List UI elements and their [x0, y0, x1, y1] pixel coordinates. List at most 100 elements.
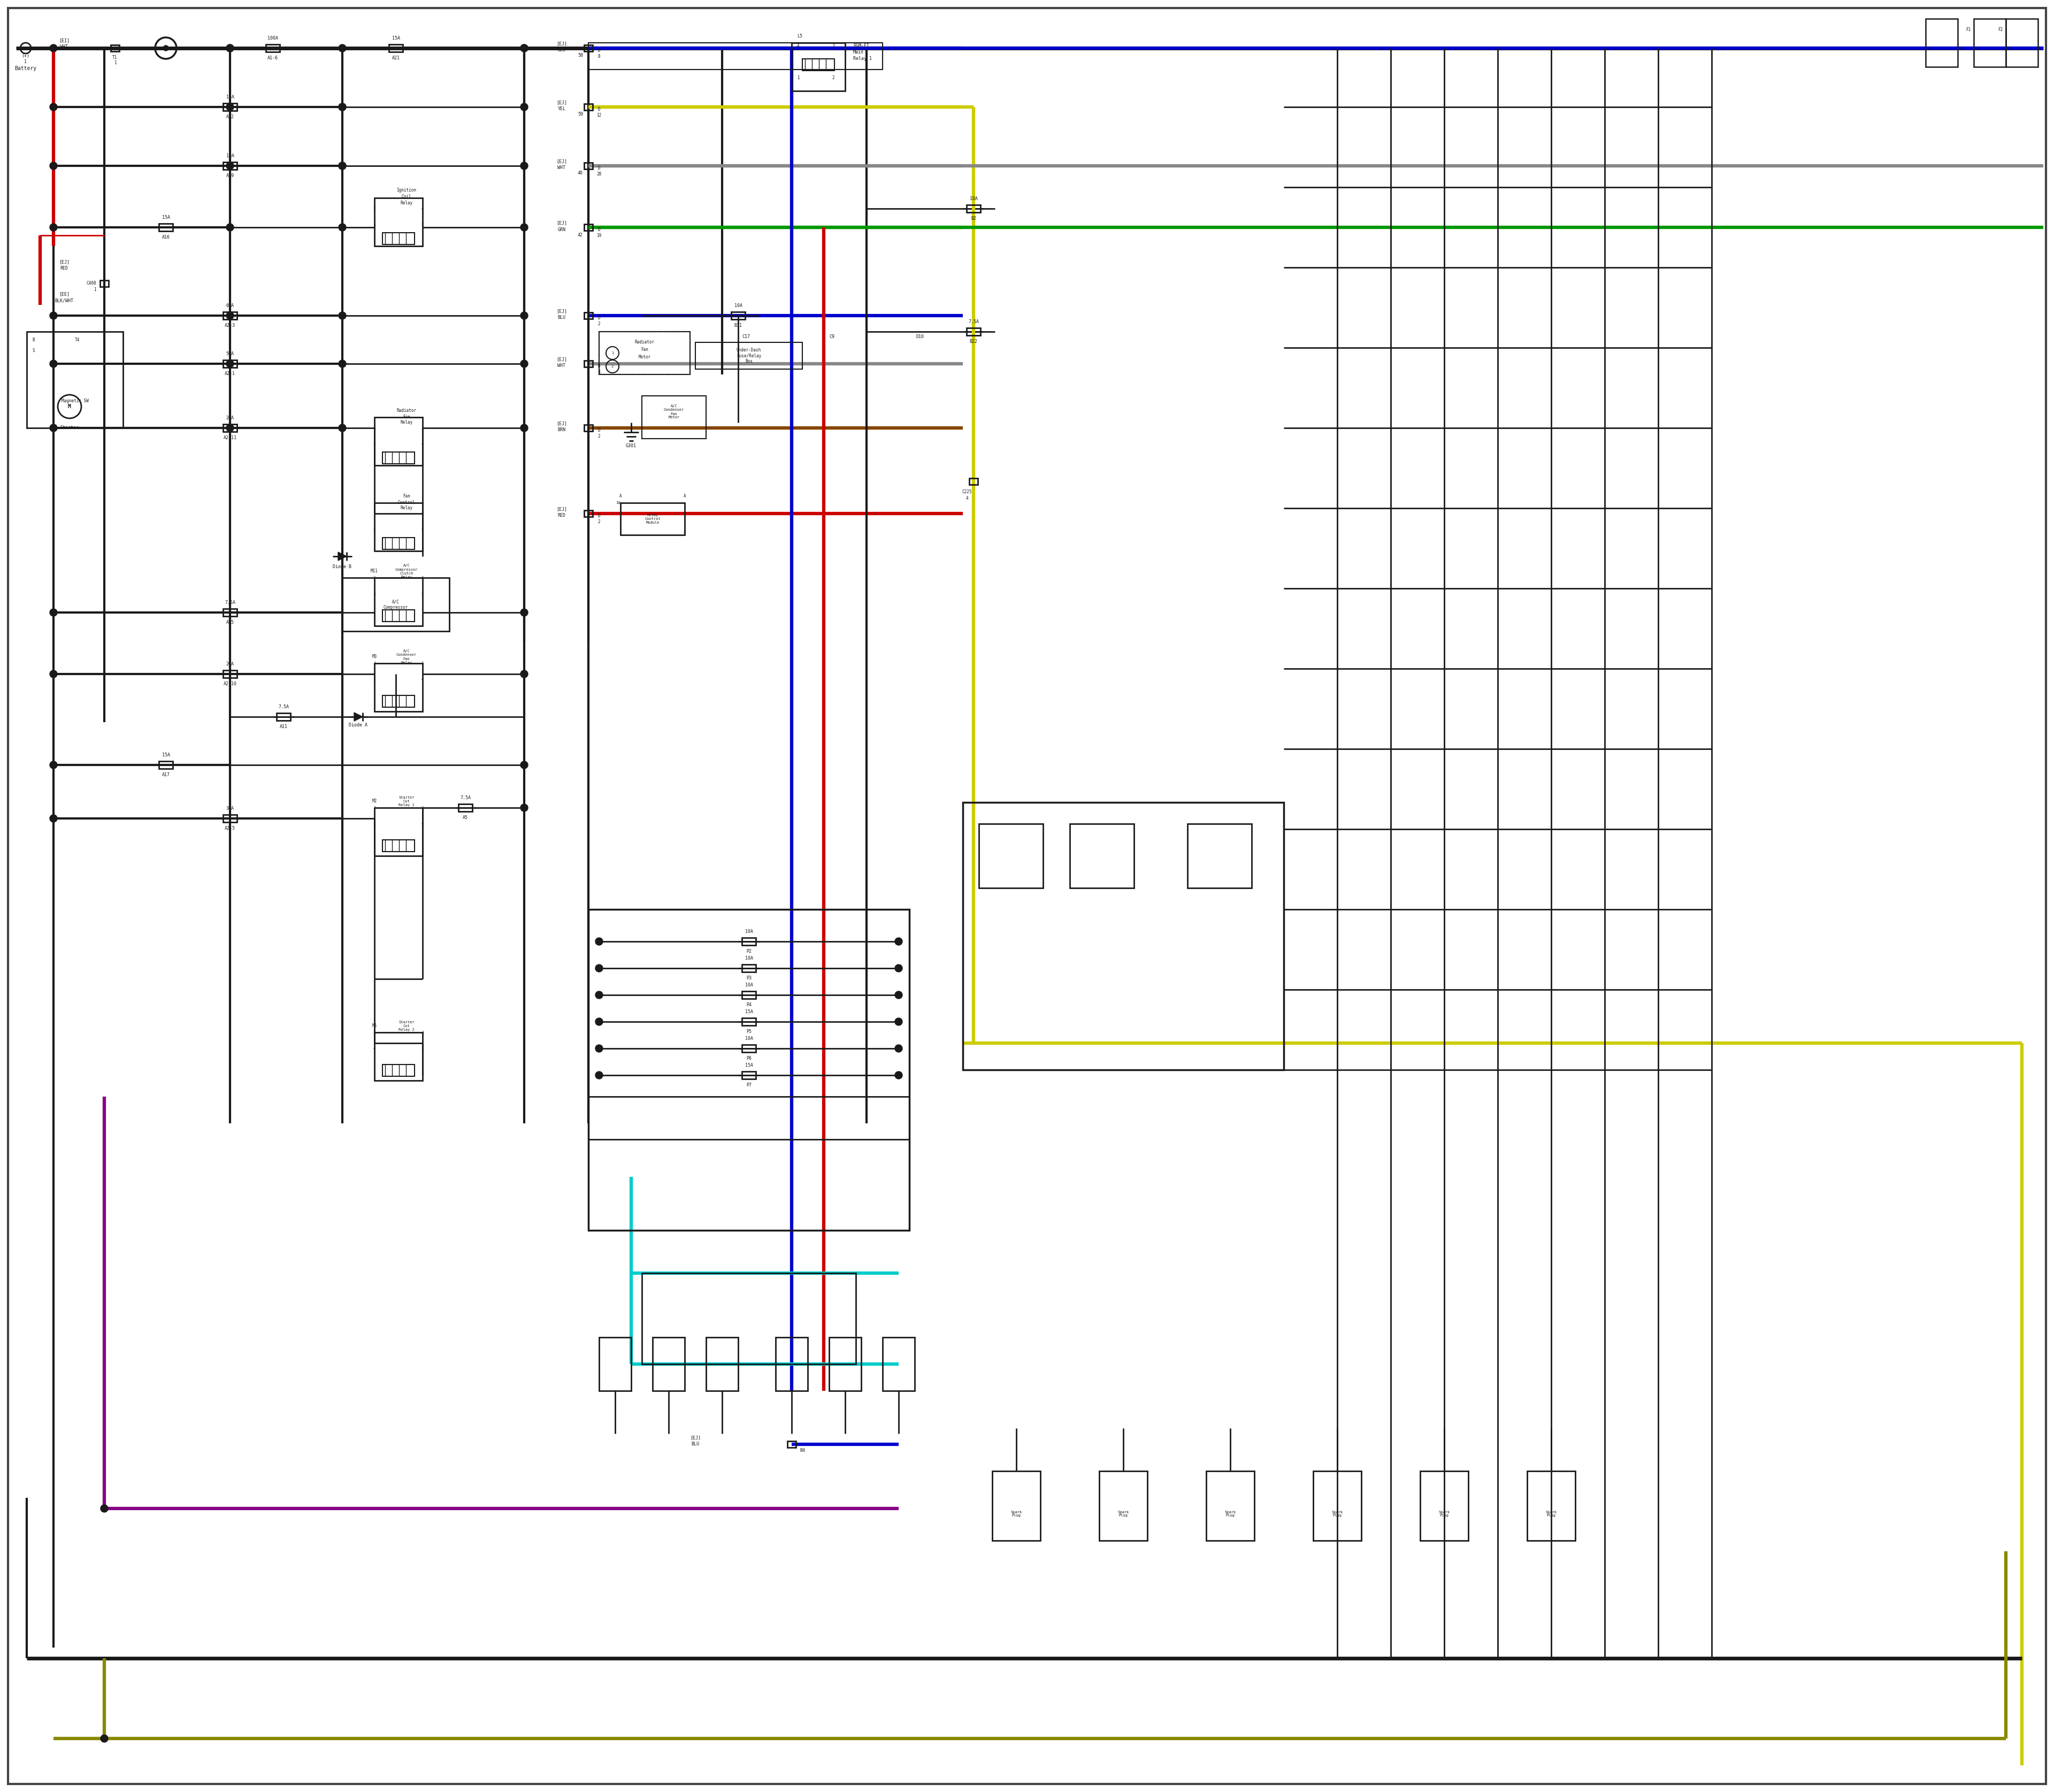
Bar — [388, 45, 403, 52]
Circle shape — [339, 45, 345, 52]
Text: 7.5A: 7.5A — [277, 704, 290, 710]
Bar — [277, 713, 290, 720]
Circle shape — [226, 360, 234, 367]
Text: 1: 1 — [113, 61, 117, 66]
Circle shape — [226, 224, 234, 231]
Bar — [641, 396, 707, 439]
Text: B4: B4 — [799, 1448, 805, 1453]
Bar — [382, 452, 415, 464]
Text: A/C
Compressor: A/C Compressor — [384, 599, 409, 609]
Circle shape — [339, 104, 345, 111]
Bar — [741, 1045, 756, 1052]
Text: Relay: Relay — [401, 201, 413, 204]
Text: [EI]: [EI] — [60, 38, 70, 43]
Bar — [1526, 1471, 1575, 1541]
Circle shape — [339, 161, 345, 170]
Bar — [803, 59, 834, 70]
Bar — [382, 695, 415, 708]
Text: Fan: Fan — [641, 348, 649, 353]
Text: F2: F2 — [1999, 27, 2003, 32]
Text: Radiator: Radiator — [635, 340, 655, 344]
Text: 4: 4 — [965, 496, 967, 502]
Text: 50A: 50A — [226, 351, 234, 357]
Text: [EJ]: [EJ] — [557, 220, 567, 226]
Text: [EJ]: [EJ] — [557, 308, 567, 314]
Text: 1: 1 — [374, 426, 376, 430]
Text: 1: 1 — [374, 806, 376, 810]
Bar — [653, 1337, 684, 1391]
Text: L5: L5 — [797, 34, 803, 39]
Text: 30A: 30A — [226, 806, 234, 812]
Circle shape — [162, 45, 168, 50]
Circle shape — [339, 161, 345, 170]
Circle shape — [49, 360, 58, 367]
Text: 1: 1 — [374, 513, 376, 514]
Circle shape — [896, 964, 902, 971]
Text: A21: A21 — [392, 56, 401, 61]
Text: 20A: 20A — [226, 416, 234, 421]
Text: D
8: D 8 — [598, 48, 600, 59]
Text: Ignition: Ignition — [396, 188, 417, 192]
Text: A2-11: A2-11 — [224, 435, 236, 441]
Bar — [883, 1337, 914, 1391]
Text: A2-5: A2-5 — [224, 826, 236, 831]
Text: 10A: 10A — [746, 955, 754, 961]
Text: S: S — [33, 348, 35, 353]
Bar — [969, 478, 978, 484]
Text: 2: 2 — [421, 426, 423, 430]
Circle shape — [226, 45, 234, 52]
Text: [EJ]: [EJ] — [557, 507, 567, 513]
Text: 1: 1 — [374, 222, 376, 226]
Text: 3: 3 — [421, 1047, 423, 1050]
Bar — [587, 43, 883, 70]
Text: 20A: 20A — [226, 661, 234, 667]
Text: A1-6: A1-6 — [267, 56, 277, 61]
Text: A/C
Condenser
Fan
Motor: A/C Condenser Fan Motor — [663, 405, 684, 419]
Bar — [2007, 18, 2038, 66]
Text: Spark
Plug: Spark Plug — [1438, 1511, 1450, 1518]
Bar — [791, 43, 844, 91]
Text: D
19: D 19 — [596, 228, 602, 238]
Text: [EJ]: [EJ] — [690, 1435, 700, 1441]
Bar — [741, 964, 756, 971]
Bar — [382, 1064, 415, 1077]
Text: P2: P2 — [746, 950, 752, 953]
Text: 4: 4 — [421, 677, 423, 681]
Bar — [741, 1018, 756, 1025]
Bar — [1419, 1471, 1469, 1541]
Circle shape — [596, 991, 602, 998]
Text: 4: 4 — [421, 823, 423, 826]
Text: A11: A11 — [279, 724, 288, 729]
Text: (+): (+) — [23, 54, 29, 57]
Text: 5: 5 — [421, 529, 423, 530]
Circle shape — [520, 360, 528, 367]
Text: GRN: GRN — [557, 228, 565, 231]
Bar — [111, 45, 119, 52]
Text: 4: 4 — [421, 443, 423, 446]
Text: RED: RED — [557, 513, 565, 518]
Text: A22: A22 — [226, 115, 234, 120]
Text: 3: 3 — [374, 823, 376, 826]
Text: C17: C17 — [741, 335, 750, 339]
Bar — [382, 538, 415, 550]
Text: A/C
Compressor
Clutch
Relay: A/C Compressor Clutch Relay — [394, 564, 417, 579]
Text: B22: B22 — [969, 339, 978, 344]
Text: BLU: BLU — [692, 1443, 698, 1446]
Circle shape — [226, 161, 234, 170]
Bar — [992, 1471, 1041, 1541]
Text: [EJ]: [EJ] — [557, 159, 567, 163]
Bar — [265, 45, 279, 52]
Bar — [583, 312, 594, 319]
Bar — [583, 45, 594, 52]
Text: A25: A25 — [226, 620, 234, 625]
Text: WHT: WHT — [557, 364, 565, 369]
Text: 7.5A: 7.5A — [967, 319, 980, 324]
Text: 1: 1 — [421, 1030, 423, 1034]
Circle shape — [49, 425, 58, 432]
Text: D
2: D 2 — [598, 514, 600, 523]
Text: 2: 2 — [612, 366, 614, 367]
Bar — [374, 808, 423, 857]
Text: P6: P6 — [746, 1055, 752, 1061]
Text: Fan: Fan — [403, 495, 411, 498]
Text: D
1: D 1 — [598, 364, 600, 375]
